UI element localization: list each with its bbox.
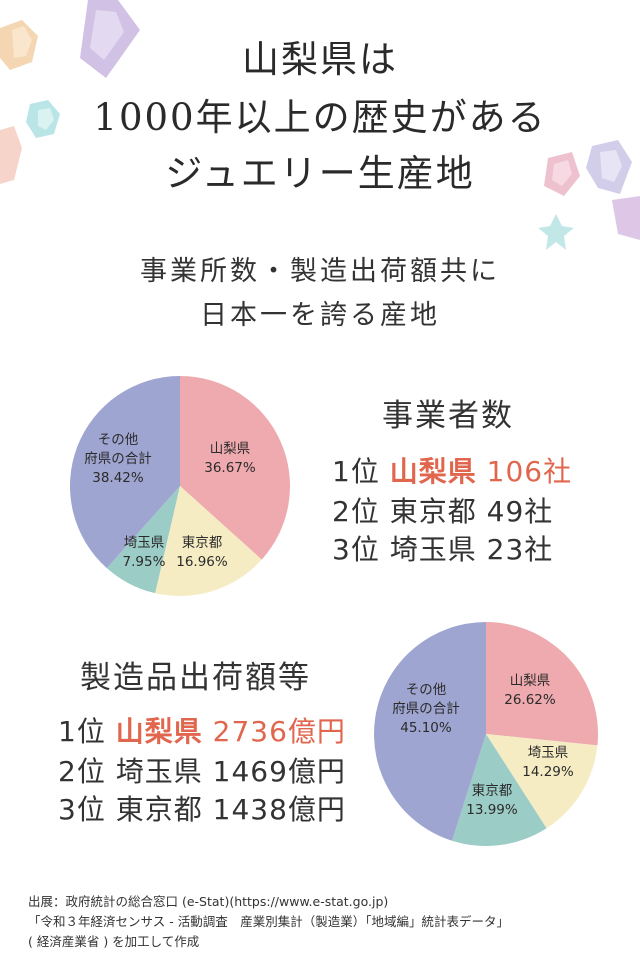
pie-slice <box>486 622 598 746</box>
title-line-1: 山梨県は <box>242 38 398 81</box>
gem-icon <box>26 100 60 138</box>
source-line-2: 「令和３年経済センサス - 活動調査 産業別集計（製造業）「地域編」統計表データ… <box>28 914 509 929</box>
rank-name: 山梨県 <box>115 715 203 748</box>
rank-label: 3位 <box>332 533 380 566</box>
rank-name: 埼玉県 <box>115 755 203 788</box>
gem-decoration-left <box>0 0 140 184</box>
source-line-1: 出展：政府統計の総合窓口 (e-Stat)(https://www.e-stat… <box>28 894 389 909</box>
pie-slice <box>155 486 262 596</box>
rank-name: 東京都 <box>389 495 477 528</box>
business-rank-2: 2位 東京都 49社 <box>332 490 553 530</box>
pie-slice-label: その他府県の合計 38.42% <box>84 432 152 486</box>
pie-slice-label: 埼玉県 14.29% <box>522 745 574 780</box>
gem-icon <box>80 0 140 78</box>
rank-value: 49社 <box>486 495 554 528</box>
pie-slice-label: 東京都 16.96% <box>176 535 228 570</box>
pie-slice <box>69 376 180 569</box>
pie-chart-business-count: 山梨県 36.67% 東京都 16.96% 埼玉県 7.95% その他府県の合計 38.42% <box>69 376 290 596</box>
pie-slice <box>180 376 290 560</box>
rank-label: 2位 <box>332 495 380 528</box>
subtitle-line-2: 日本一を誇る産地 <box>200 300 440 331</box>
pie-slice-label: その他府県の合計 45.10% <box>392 682 460 736</box>
rank-value: 23社 <box>486 533 554 566</box>
business-rank-1: 1位 山梨県 106社 <box>332 450 572 490</box>
rank-value: 1469億円 <box>212 755 346 788</box>
rank-name: 東京都 <box>115 793 203 826</box>
rank-value: 2736億円 <box>212 715 346 748</box>
title-line-2: 1000年以上の歴史がある <box>93 96 547 139</box>
rank-value: 106社 <box>486 455 573 488</box>
source-line-3: ( 経済産業省 ) を加工して作成 <box>28 934 200 949</box>
gem-icon <box>612 196 640 240</box>
rank-name: 埼玉県 <box>389 533 477 566</box>
business-heading: 事業者数 <box>382 398 514 434</box>
pie-slice <box>374 622 486 841</box>
gem-icon <box>538 214 574 250</box>
pie-slice-label: 山梨県 36.67% <box>204 441 256 476</box>
pie-slice <box>106 486 180 594</box>
pie-slice <box>486 734 598 829</box>
gem-icon <box>0 126 22 184</box>
rank-label: 2位 <box>58 755 106 788</box>
pie-slice-label: 山梨県 26.62% <box>504 673 556 708</box>
rank-label: 1位 <box>332 455 380 488</box>
title-line-3: ジュエリー生産地 <box>165 152 475 195</box>
subtitle-line-1: 事業所数・製造出荷額共に <box>140 256 500 287</box>
rank-label: 3位 <box>58 793 106 826</box>
shipment-rank-1: 1位 山梨県 2736億円 <box>58 710 346 750</box>
pie-slice-label: 埼玉県 7.95% <box>123 535 166 570</box>
shipment-heading: 製造品出荷額等 <box>80 660 311 696</box>
pie-chart-shipment-value: 山梨県 26.62% 埼玉県 14.29%東京都 13.99% その他府県の合計 45.10… <box>374 622 598 846</box>
shipment-rank-3: 3位 東京都 1438億円 <box>58 788 346 828</box>
gem-icon <box>544 152 580 196</box>
rank-value: 1438億円 <box>212 793 346 826</box>
pie-slice-label: 東京都 13.99% <box>466 783 518 818</box>
pie-slice <box>452 734 547 846</box>
rank-label: 1位 <box>58 715 106 748</box>
gem-icon <box>0 20 38 70</box>
gem-icon <box>586 140 632 194</box>
shipment-rank-2: 2位 埼玉県 1469億円 <box>58 750 346 790</box>
rank-name: 山梨県 <box>389 455 477 488</box>
business-rank-3: 3位 埼玉県 23社 <box>332 528 553 568</box>
gem-decoration-right <box>538 140 640 250</box>
